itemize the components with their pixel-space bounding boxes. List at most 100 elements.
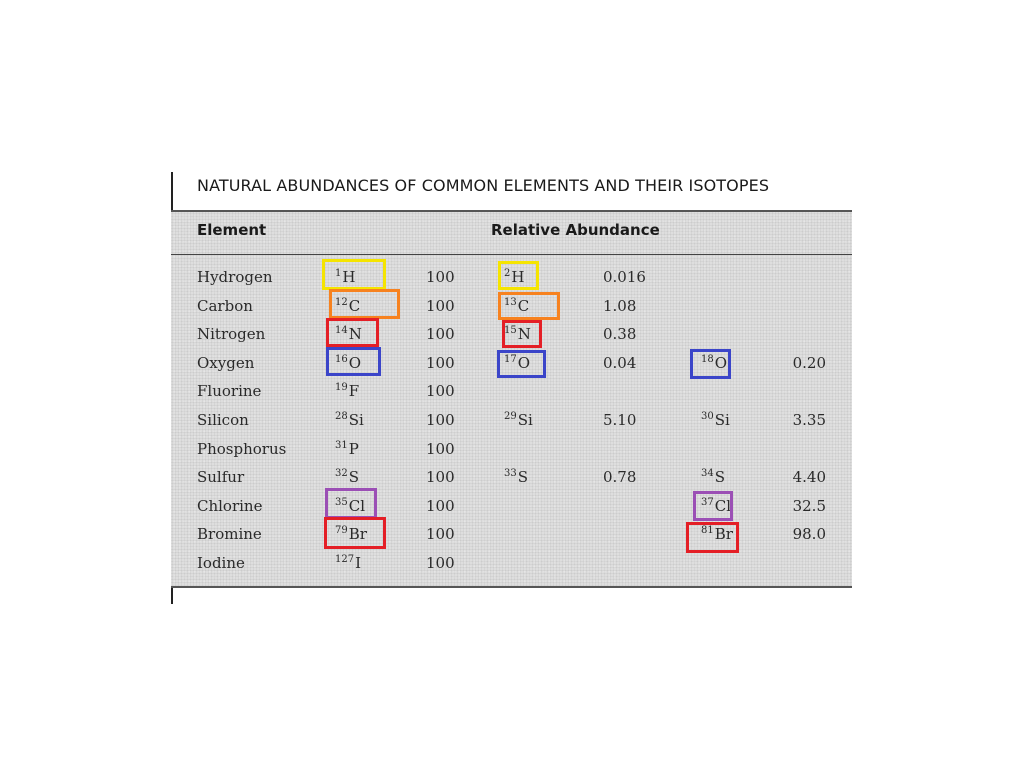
table-row: Sulfur 32S 100 33S 0.78 34S 4.40 (171, 467, 852, 495)
mass-number: 13 (504, 296, 517, 308)
element-name: Chlorine (197, 496, 263, 515)
highlight-1h (322, 259, 386, 290)
isotope-2: 17O (504, 353, 530, 376)
abundance-3: 98.0 (792, 525, 826, 544)
isotope-2: 15N (504, 324, 531, 347)
element-name: Iodine (197, 554, 245, 572)
mass-number: 31 (335, 439, 348, 451)
isotope-3: 37Cl (701, 496, 731, 519)
mass-number: 32 (335, 468, 348, 480)
table-row: Nitrogen 14N 100 15N 0.38 (171, 324, 852, 352)
mass-number: 15 (504, 325, 517, 337)
element-symbol: O (714, 353, 728, 372)
table-row: Phosphorus 31P 100 (171, 439, 852, 467)
abundance-1: 100 (426, 525, 455, 544)
abundance-1: 100 (426, 296, 455, 315)
highlight-2h (498, 261, 539, 290)
abundance-1: 100 (426, 439, 455, 458)
abundance-1: 100 (426, 268, 455, 286)
mass-number: 79 (335, 525, 348, 537)
highlight-15n (502, 320, 542, 348)
table-row: Bromine 79Br 100 81Br 98.0 (171, 524, 852, 552)
highlight-37cl (693, 491, 733, 521)
isotope-1: 31P (335, 439, 359, 462)
mass-number: 35 (335, 496, 348, 508)
abundance-3: 0.20 (792, 353, 826, 372)
table-row: Hydrogen 1H 100 2H 0.016 (171, 267, 852, 295)
isotope-1: 32S (335, 467, 359, 490)
highlight-81br (686, 522, 739, 553)
element-symbol: S (517, 468, 529, 487)
abundance-3: 4.40 (792, 468, 826, 487)
mass-number: 30 (701, 411, 714, 422)
table-row: Carbon 12C 100 13C 1.08 (171, 296, 852, 324)
element-symbol: Br (714, 525, 733, 544)
element-name: Silicon (197, 411, 249, 429)
element-name: Sulfur (197, 468, 245, 487)
isotope-1: 14N (335, 324, 362, 347)
isotope-3: 18O (701, 353, 727, 376)
abundance-table: Element Relative Abundance Hydrogen 1H 100… (171, 210, 852, 588)
page-title: NATURAL ABUNDANCES OF COMMON ELEMENTS AN… (197, 176, 770, 195)
mass-number: 18 (701, 353, 714, 365)
isotope-1: 127I (335, 553, 361, 576)
mass-number: 2 (504, 268, 511, 279)
isotope-3: 30Si (701, 410, 730, 433)
mass-number: 34 (701, 468, 714, 480)
element-symbol: N (517, 325, 531, 344)
mass-number: 33 (504, 468, 517, 480)
element-symbol: Si (517, 411, 533, 429)
highlight-35cl (325, 488, 377, 519)
isotope-1: 1H (335, 267, 355, 290)
mass-number: 19 (335, 382, 348, 394)
isotope-1: 12C (335, 296, 360, 319)
element-name: Phosphorus (197, 439, 287, 458)
header-relative-abundance: Relative Abundance (491, 221, 660, 239)
element-symbol: S (714, 468, 726, 487)
mass-number: 1 (335, 268, 342, 279)
abundance-2: 0.016 (603, 268, 646, 286)
highlight-17o (497, 350, 546, 378)
element-symbol: F (348, 382, 360, 401)
table-row: Iodine 127I 100 (171, 553, 852, 581)
highlight-16o (326, 347, 381, 376)
highlight-18o (690, 349, 731, 379)
mass-number: 29 (504, 411, 517, 422)
isotope-2: 29Si (504, 410, 533, 433)
isotope-3: 81Br (701, 524, 733, 547)
highlight-14n (326, 318, 379, 347)
table-row: Chlorine 35Cl 100 37Cl 32.5 (171, 496, 852, 524)
element-symbol: P (348, 439, 359, 458)
element-name: Hydrogen (197, 268, 273, 286)
element-name: Oxygen (197, 353, 255, 372)
abundance-2: 0.38 (603, 325, 637, 344)
element-symbol: H (342, 268, 356, 286)
element-symbol: Br (348, 525, 367, 544)
highlight-79br (324, 517, 386, 549)
highlight-13c (498, 292, 560, 320)
mass-number: 17 (504, 353, 517, 365)
element-symbol: Cl (714, 496, 732, 515)
abundance-1: 100 (426, 353, 455, 372)
element-symbol: O (517, 353, 531, 372)
element-symbol: N (348, 325, 362, 344)
element-symbol: C (348, 296, 361, 315)
mass-number: 28 (335, 411, 348, 422)
element-symbol: I (355, 554, 362, 572)
table-row: Fluorine 19F 100 (171, 381, 852, 409)
isotope-2: 13C (504, 296, 529, 319)
element-name: Carbon (197, 296, 253, 315)
element-symbol: C (517, 296, 530, 315)
isotope-1: 19F (335, 381, 359, 404)
element-name: Bromine (197, 525, 262, 544)
isotope-2: 33S (504, 467, 528, 490)
table-row: Silicon 28Si 100 29Si 5.10 30Si 3.35 (171, 410, 852, 438)
abundance-3: 3.35 (792, 411, 826, 429)
highlight-12c (329, 289, 400, 319)
element-symbol: H (511, 268, 525, 286)
element-name: Nitrogen (197, 325, 266, 344)
mass-number: 12 (335, 296, 348, 308)
abundance-2: 1.08 (603, 296, 637, 315)
mass-number: 81 (701, 525, 714, 537)
